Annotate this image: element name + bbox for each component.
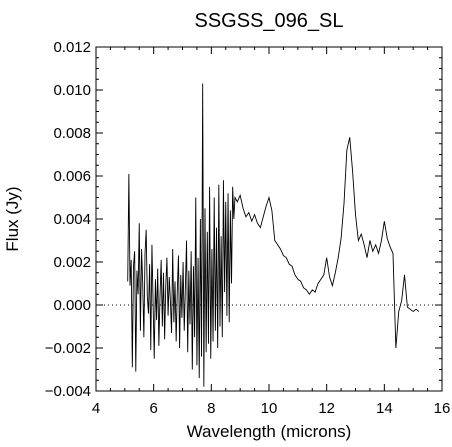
y-tick-label: 0.012 [53, 39, 91, 56]
x-tick-label: 16 [434, 400, 451, 417]
y-tick-label: 0.008 [53, 125, 91, 142]
y-axis-label: Flux (Jy) [3, 186, 22, 251]
x-tick-label: 14 [376, 400, 393, 417]
ticks-layer: 4 6 8 10 12 14 16 −0.004 −0.002 0.000 0.002 0.004 0.… [45, 39, 451, 417]
x-tick-label: 10 [261, 400, 278, 417]
y-tick-label: 0.010 [53, 82, 91, 99]
y-tick-label: 0.006 [53, 168, 91, 185]
plot-frame [95, 46, 443, 392]
x-tick-label: 8 [207, 400, 215, 417]
y-tick-label: 0.002 [53, 254, 91, 271]
y-tick-label: −0.002 [45, 340, 91, 357]
spectrum-series-line [127, 83, 420, 387]
data-layer [96, 83, 442, 387]
x-axis-label: Wavelength (microns) [187, 422, 352, 441]
y-tick-label: 0.000 [53, 297, 91, 314]
y-tick-label: −0.004 [45, 383, 91, 400]
x-tick-label: 4 [92, 400, 100, 417]
x-tick-label: 6 [149, 400, 157, 417]
y-tick-label: 0.004 [53, 211, 91, 228]
chart-title: SSGSS_096_SL [195, 10, 344, 32]
x-tick-label: 12 [318, 400, 335, 417]
